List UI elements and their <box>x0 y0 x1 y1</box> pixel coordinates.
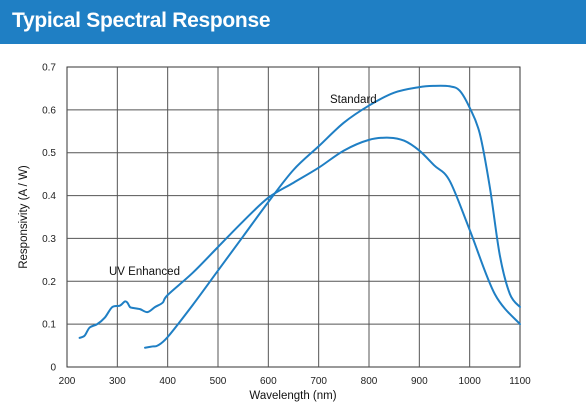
y-tick-label: 0.1 <box>42 320 56 331</box>
title-banner: Typical Spectral Response <box>0 0 586 44</box>
x-tick-label: 300 <box>109 376 126 387</box>
x-tick-label: 800 <box>361 376 378 387</box>
y-tick-label: 0.3 <box>42 234 56 245</box>
annotation-uv-enhanced: UV Enhanced <box>109 266 180 278</box>
standard-series-line <box>144 84 521 349</box>
uv-enhanced-series-line <box>78 136 521 339</box>
x-tick-label: 1000 <box>459 376 482 387</box>
x-tick-label: 600 <box>260 376 277 387</box>
x-tick-label: 200 <box>59 376 76 387</box>
x-tick-label: 400 <box>159 376 176 387</box>
x-tick-label: 900 <box>411 376 428 387</box>
x-tick-label: 700 <box>310 376 327 387</box>
y-tick-label: 0.4 <box>42 191 56 202</box>
plot-frame <box>66 66 521 368</box>
tick-label-layer: 200 300 400 500 600 700 800 900 1000 1100 0 0.1 0.2 0… <box>42 63 531 388</box>
x-tick-label: 500 <box>210 376 227 387</box>
y-axis-title: Responsivity (A / W) <box>18 165 30 269</box>
y-tick-label: 0.7 <box>42 63 56 74</box>
x-tick-label: 1100 <box>509 376 531 387</box>
page-title: Typical Spectral Response <box>12 9 271 32</box>
y-tick-label: 0.2 <box>42 277 56 288</box>
annotation-standard: Standard <box>330 94 377 106</box>
y-tick-label: 0.5 <box>42 148 56 159</box>
x-axis-title: Wavelength (nm) <box>249 390 336 402</box>
y-tick-label: 0 <box>50 363 56 374</box>
y-tick-label: 0.6 <box>42 105 56 116</box>
grid-layer <box>67 67 520 367</box>
series-layer <box>78 84 521 349</box>
